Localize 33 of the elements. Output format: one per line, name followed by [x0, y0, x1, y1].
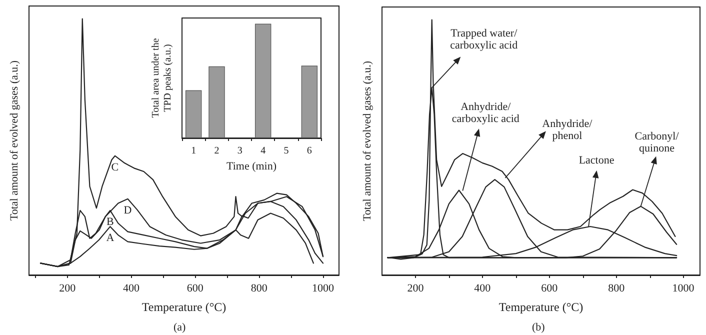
- annotation: Anhydride/ carboxylic acid: [452, 100, 520, 125]
- text: (b): [532, 322, 546, 334]
- x-tick-label: 600: [541, 282, 558, 294]
- x-tick-label: 5: [284, 146, 289, 156]
- x-tick-label: 1: [191, 146, 196, 156]
- text: (a): [174, 322, 186, 334]
- x-tick-label: 800: [608, 282, 626, 294]
- x-axis-title: Time (min): [226, 160, 277, 172]
- annotation: Trapped water/ carboxylic acid: [450, 28, 518, 52]
- x-tick-label: 6: [306, 146, 312, 156]
- y-axis-title: Total area under the TPD peaks (a.u.): [150, 38, 174, 118]
- series-label: A: [106, 232, 114, 244]
- x-tick-label: 3: [237, 146, 242, 156]
- x-tick-label: 800: [250, 282, 268, 294]
- x-tick-label: 1000: [672, 282, 695, 294]
- series-label: B: [106, 216, 114, 228]
- x-axis-title: Temperature (°C): [498, 300, 584, 314]
- y-axis-title: Total amount of evolved gases (a.u.): [8, 60, 20, 221]
- annotation: Carbonyl/ quinone: [634, 130, 680, 154]
- series-label: D: [124, 204, 132, 216]
- x-tick-label: 1000: [312, 282, 335, 294]
- x-tick-label: 400: [474, 282, 492, 294]
- annotation: Anhydride/ phenol: [542, 118, 594, 142]
- series-label: C: [111, 161, 119, 174]
- x-tick-label: 600: [186, 282, 204, 294]
- annotation: Lactone: [578, 154, 614, 167]
- x-tick-label: 200: [407, 282, 424, 294]
- x-tick-label: 2: [214, 146, 220, 156]
- x-axis-title: Temperature (°C): [142, 300, 226, 314]
- y-axis-title: Total amount of evolved gases (a.u.): [362, 60, 374, 222]
- x-tick-label: 4: [260, 146, 266, 156]
- x-tick-label: 400: [123, 282, 140, 294]
- x-tick-label: 200: [59, 282, 76, 294]
